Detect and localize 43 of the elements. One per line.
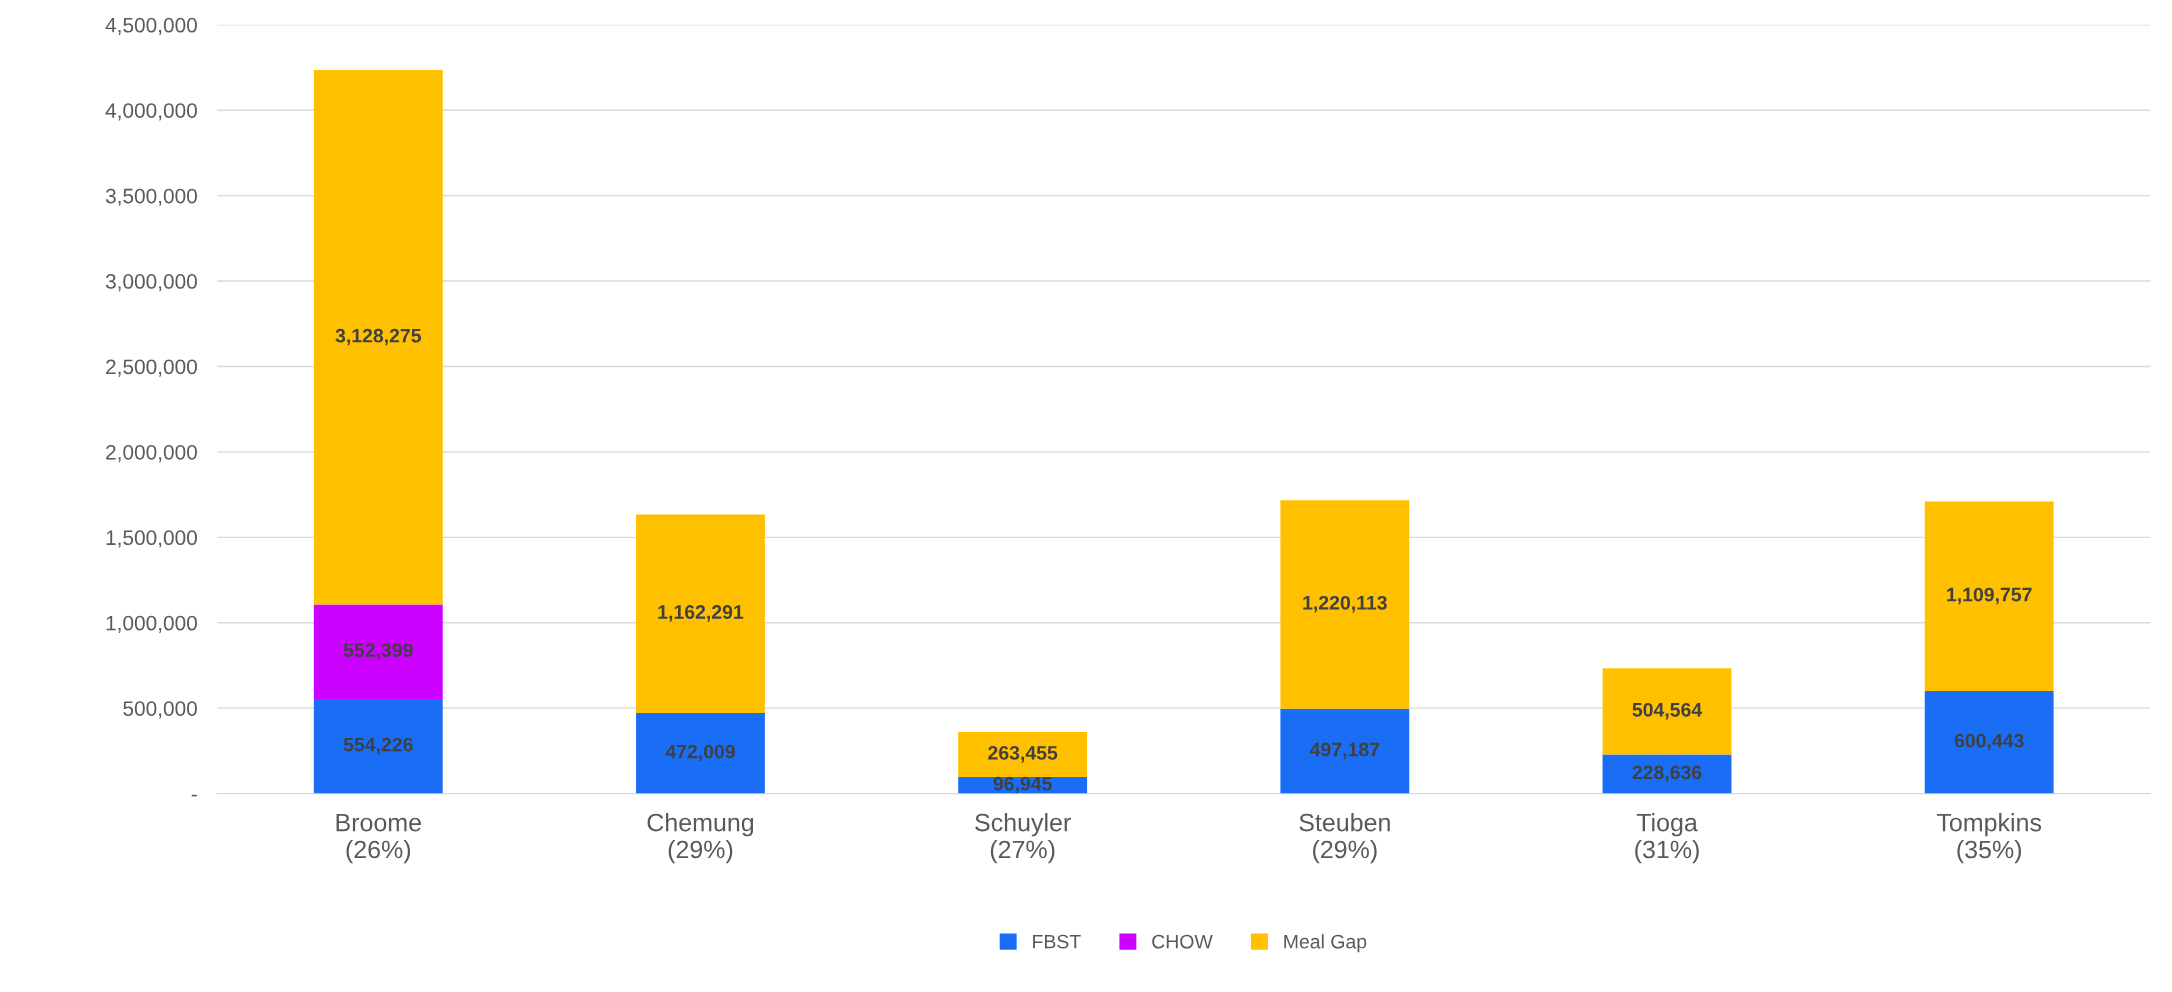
y-tick-label: 3,000,000 xyxy=(105,274,197,292)
bar xyxy=(313,698,443,794)
data-label: 1,220,113 xyxy=(1303,595,1387,613)
bar xyxy=(958,732,1088,778)
bar xyxy=(1602,668,1732,755)
legend-label: Meal Gap xyxy=(1284,934,1367,953)
x-tick-label: Chemung (29%) xyxy=(647,813,754,864)
bar xyxy=(313,70,443,605)
legend-label: FBST xyxy=(1033,934,1081,949)
y-tick-label: 500,000 xyxy=(123,701,197,719)
data-label: 1,162,291 xyxy=(658,605,744,622)
bar xyxy=(636,514,765,713)
x-tick-label: Broome (26%) xyxy=(336,813,421,864)
data-label: 600,443 xyxy=(1954,733,2024,751)
data-label: 228,636 xyxy=(1632,765,1702,783)
data-label: 96,945 xyxy=(993,776,1052,794)
data-label: 3,128,275 xyxy=(335,328,421,346)
bar xyxy=(313,604,443,699)
data-label: 552,399 xyxy=(343,643,413,660)
y-tick-label: 2,500,000 xyxy=(106,359,197,377)
y-tick-label: 1,000,000 xyxy=(106,615,197,633)
y-tick-label: 3,500,000 xyxy=(105,188,197,206)
data-label: 1,109,757 xyxy=(1947,587,2032,605)
bar xyxy=(1924,691,2054,794)
data-label: 472,009 xyxy=(665,744,735,762)
data-label: 504,564 xyxy=(1632,702,1703,720)
y-tick-label: 1,500,000 xyxy=(106,530,197,548)
bar xyxy=(636,712,765,794)
y-tick-label: 4,000,000 xyxy=(105,103,197,121)
y-tick-label: 4,500,000 xyxy=(105,17,197,36)
y-tick-label: 2,000,000 xyxy=(106,444,197,463)
legend-label: CHOW xyxy=(1152,934,1213,949)
data-label: 497,187 xyxy=(1309,742,1380,760)
bar xyxy=(1280,708,1410,794)
data-label: 263,455 xyxy=(988,745,1058,763)
bar xyxy=(1924,501,2054,692)
x-tick-label: Schuyler (27%) xyxy=(975,813,1071,864)
bar xyxy=(1280,500,1410,709)
x-tick-label: Tioga (31%) xyxy=(1635,813,1699,864)
x-tick-label: Tompkins (35%) xyxy=(1936,813,2042,864)
x-tick-label: Steuben (29%) xyxy=(1299,813,1390,864)
y-tick-label: - xyxy=(191,794,197,797)
data-label: 554,226 xyxy=(343,737,413,755)
